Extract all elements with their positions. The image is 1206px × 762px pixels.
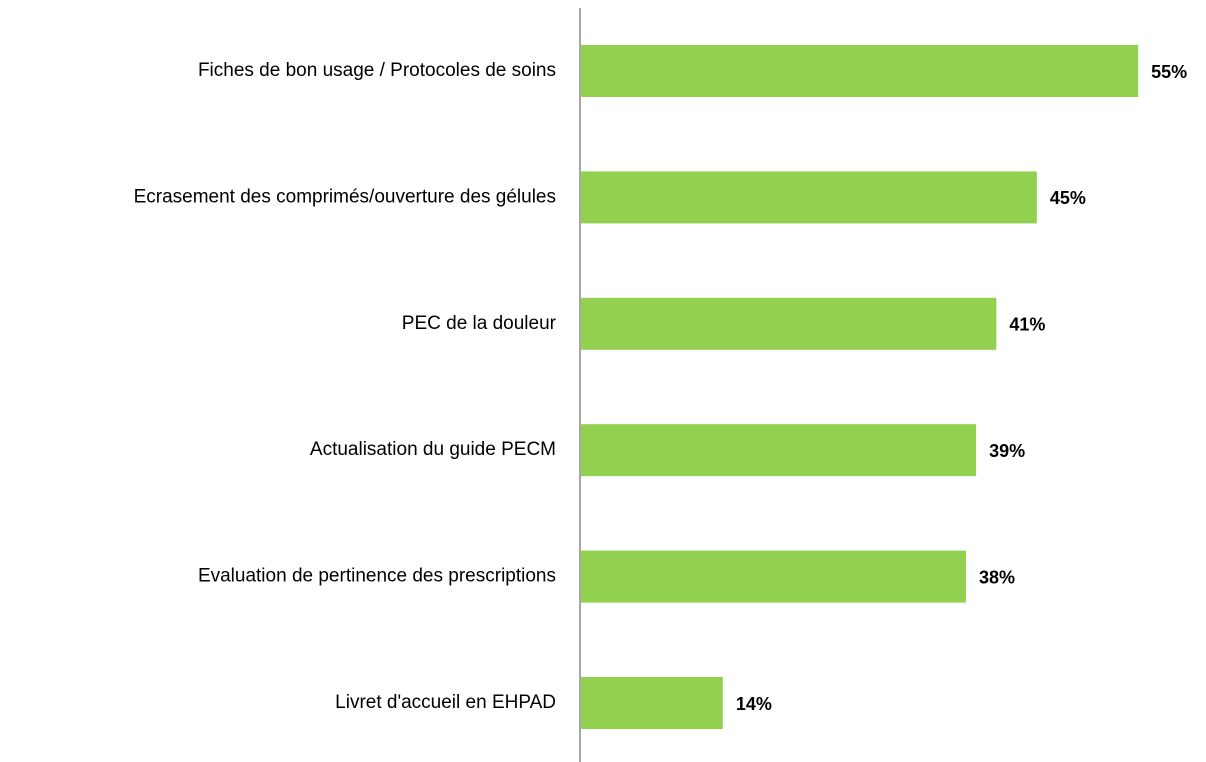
- value-label: 55%: [1151, 62, 1187, 82]
- value-label: 45%: [1050, 188, 1086, 208]
- bar: [581, 45, 1139, 97]
- category-label: PEC de la douleur: [402, 313, 557, 334]
- value-label: 14%: [736, 694, 772, 714]
- category-label: Actualisation du guide PECM: [310, 439, 556, 460]
- category-label: Fiches de bon usage / Protocoles de soin…: [198, 60, 556, 81]
- category-label: Livret d'accueil en EHPAD: [335, 692, 556, 713]
- category-label: Ecrasement des comprimés/ouverture des g…: [134, 186, 556, 207]
- category-label: Evaluation de pertinence des prescriptio…: [198, 566, 556, 587]
- bar: [581, 171, 1037, 224]
- bar: [581, 550, 966, 603]
- value-label: 41%: [1009, 315, 1045, 335]
- bar: [581, 424, 977, 477]
- value-label: 38%: [979, 567, 1015, 587]
- value-label: 39%: [989, 441, 1025, 461]
- bar: [581, 297, 997, 350]
- bar: [581, 677, 723, 729]
